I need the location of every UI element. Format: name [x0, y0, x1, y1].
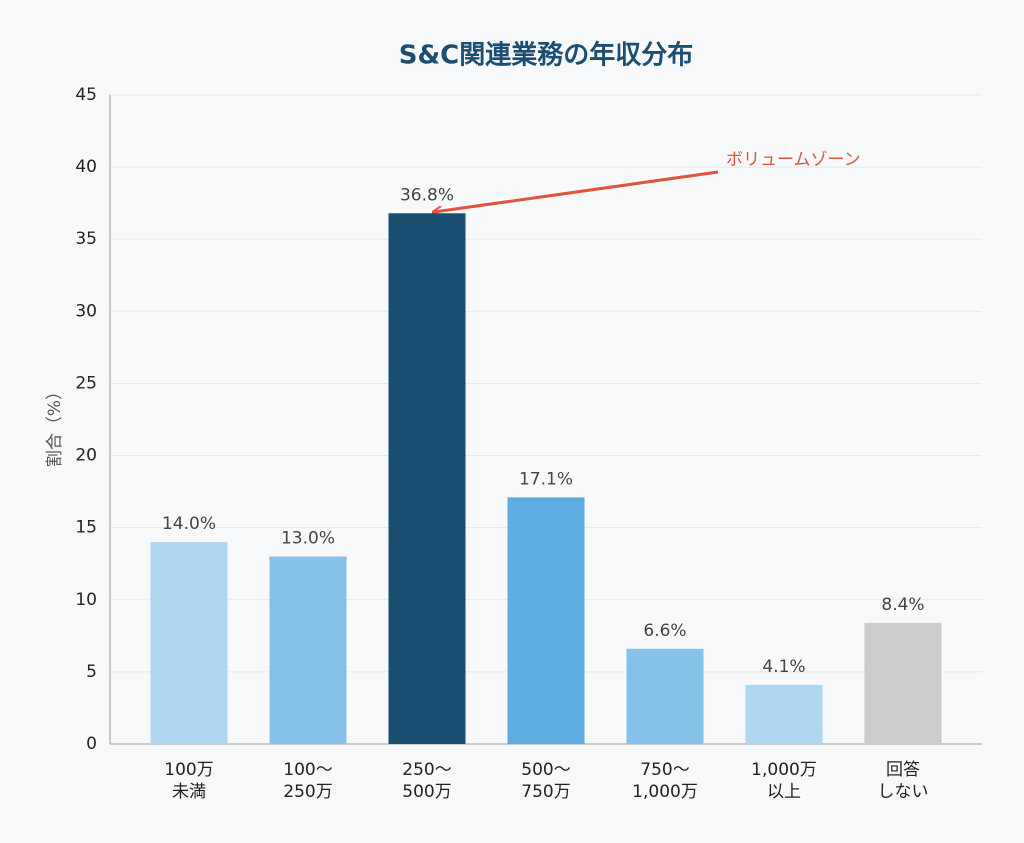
x-tick-label: 250〜 [402, 760, 451, 780]
chart-title: S&C関連業務の年収分布 [399, 40, 693, 71]
x-tick-label: 750万 [521, 782, 570, 802]
x-tick-label: 100〜 [283, 760, 332, 780]
x-tick-label: 未満 [172, 782, 206, 802]
value-label: 17.1% [519, 469, 573, 489]
y-tick-label: 20 [75, 446, 97, 466]
value-label: 8.4% [881, 595, 924, 615]
x-tick-label: 以上 [767, 782, 801, 802]
bar [864, 622, 942, 744]
bar [388, 213, 466, 745]
value-label: 36.8% [400, 185, 454, 205]
y-tick-label: 0 [86, 734, 97, 754]
x-tick-label: 500〜 [521, 760, 570, 780]
y-tick-label: 15 [75, 518, 97, 538]
y-tick-label: 5 [86, 662, 97, 682]
x-tick-label: 回答 [886, 760, 920, 780]
value-label: 13.0% [281, 529, 335, 549]
x-tick-label: 500万 [402, 782, 451, 802]
x-tick-label: 250万 [283, 782, 332, 802]
value-label: 4.1% [762, 657, 805, 677]
x-tick-label: 750〜 [640, 760, 689, 780]
bar [507, 497, 585, 744]
y-tick-label: 35 [75, 229, 97, 249]
x-tick-label: 1,000万 [632, 782, 698, 802]
x-tick-label: 1,000万 [751, 760, 817, 780]
bar [269, 556, 347, 744]
bar [626, 648, 704, 744]
y-tick-label: 30 [75, 301, 97, 321]
value-label: 14.0% [162, 514, 216, 534]
value-label: 6.6% [643, 621, 686, 641]
bar [745, 684, 823, 744]
y-tick-label: 10 [75, 590, 97, 610]
annotation: ボリュームゾーン [726, 150, 861, 170]
y-axis-label: 割合（%） [45, 383, 65, 467]
y-tick-label: 45 [75, 85, 97, 105]
y-tick-label: 40 [75, 157, 97, 177]
bar [150, 542, 228, 744]
x-tick-label: しない [878, 782, 929, 802]
x-tick-label: 100万 [164, 760, 213, 780]
y-tick-label: 25 [75, 373, 97, 393]
annotation-arrow [434, 170, 719, 212]
